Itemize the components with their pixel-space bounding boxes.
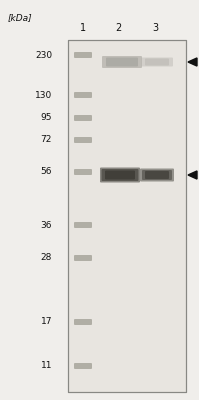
Text: [kDa]: [kDa] <box>8 14 33 22</box>
Text: 17: 17 <box>41 318 52 326</box>
FancyBboxPatch shape <box>74 255 92 261</box>
FancyBboxPatch shape <box>106 58 138 66</box>
Text: 1: 1 <box>80 23 86 33</box>
FancyBboxPatch shape <box>74 363 92 369</box>
Text: 56: 56 <box>41 168 52 176</box>
Text: 11: 11 <box>41 362 52 370</box>
Text: 2: 2 <box>115 23 121 33</box>
FancyBboxPatch shape <box>142 170 172 180</box>
FancyBboxPatch shape <box>74 319 92 325</box>
FancyBboxPatch shape <box>74 222 92 228</box>
FancyBboxPatch shape <box>74 137 92 143</box>
FancyBboxPatch shape <box>74 115 92 121</box>
FancyBboxPatch shape <box>105 170 135 180</box>
FancyBboxPatch shape <box>74 52 92 58</box>
Bar <box>68 40 186 392</box>
FancyBboxPatch shape <box>101 169 139 181</box>
FancyBboxPatch shape <box>102 56 142 68</box>
Polygon shape <box>188 58 197 66</box>
FancyBboxPatch shape <box>145 171 169 179</box>
Text: 95: 95 <box>41 114 52 122</box>
FancyBboxPatch shape <box>74 92 92 98</box>
FancyBboxPatch shape <box>145 58 169 66</box>
FancyBboxPatch shape <box>140 168 174 182</box>
Text: 3: 3 <box>152 23 158 33</box>
FancyBboxPatch shape <box>74 169 92 175</box>
Text: 230: 230 <box>35 50 52 60</box>
FancyBboxPatch shape <box>100 168 140 182</box>
Text: 36: 36 <box>41 220 52 230</box>
Bar <box>68 40 186 392</box>
Text: 130: 130 <box>35 90 52 100</box>
FancyBboxPatch shape <box>141 58 173 66</box>
Text: 72: 72 <box>41 136 52 144</box>
Polygon shape <box>188 171 197 179</box>
Text: 28: 28 <box>41 254 52 262</box>
